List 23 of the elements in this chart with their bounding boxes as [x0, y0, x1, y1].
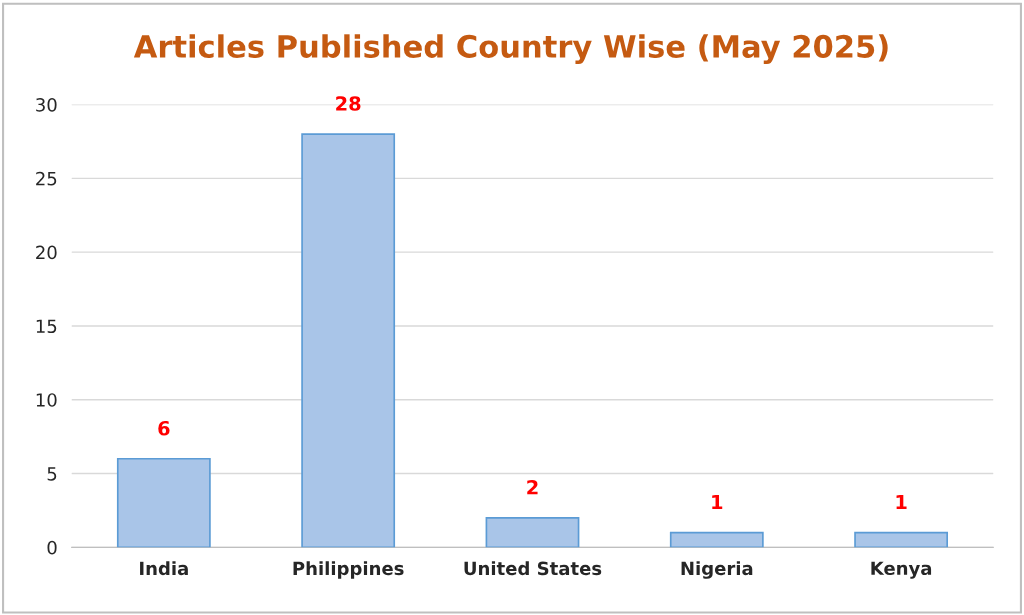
y-tick-label: 5	[47, 467, 57, 481]
y-tick-label: 20	[36, 245, 57, 260]
x-tick-label: United States	[464, 561, 602, 576]
x-tick-label: Philippines	[293, 561, 404, 579]
y-tick-label: 0	[47, 540, 57, 555]
data-label: 1	[712, 494, 723, 510]
bar	[116, 457, 211, 548]
x-tick-label: India	[140, 561, 188, 576]
data-label: 28	[336, 96, 361, 111]
data-label: 1	[896, 494, 907, 510]
y-tick-label: 10	[36, 393, 57, 407]
y-tick-label: 15	[36, 319, 57, 334]
bar	[301, 133, 396, 548]
x-tick-label: Nigeria	[681, 561, 753, 579]
data-label: 2	[527, 479, 538, 495]
y-tick-label: 30	[36, 98, 57, 112]
data-label: 6	[158, 420, 170, 436]
bar	[854, 531, 949, 548]
chart-title: Articles Published Country Wise (May 2025)	[133, 34, 888, 65]
x-tick-label: Kenya	[871, 561, 932, 579]
y-tick-label: 25	[36, 171, 57, 186]
bar	[669, 531, 764, 548]
bar	[485, 516, 580, 548]
